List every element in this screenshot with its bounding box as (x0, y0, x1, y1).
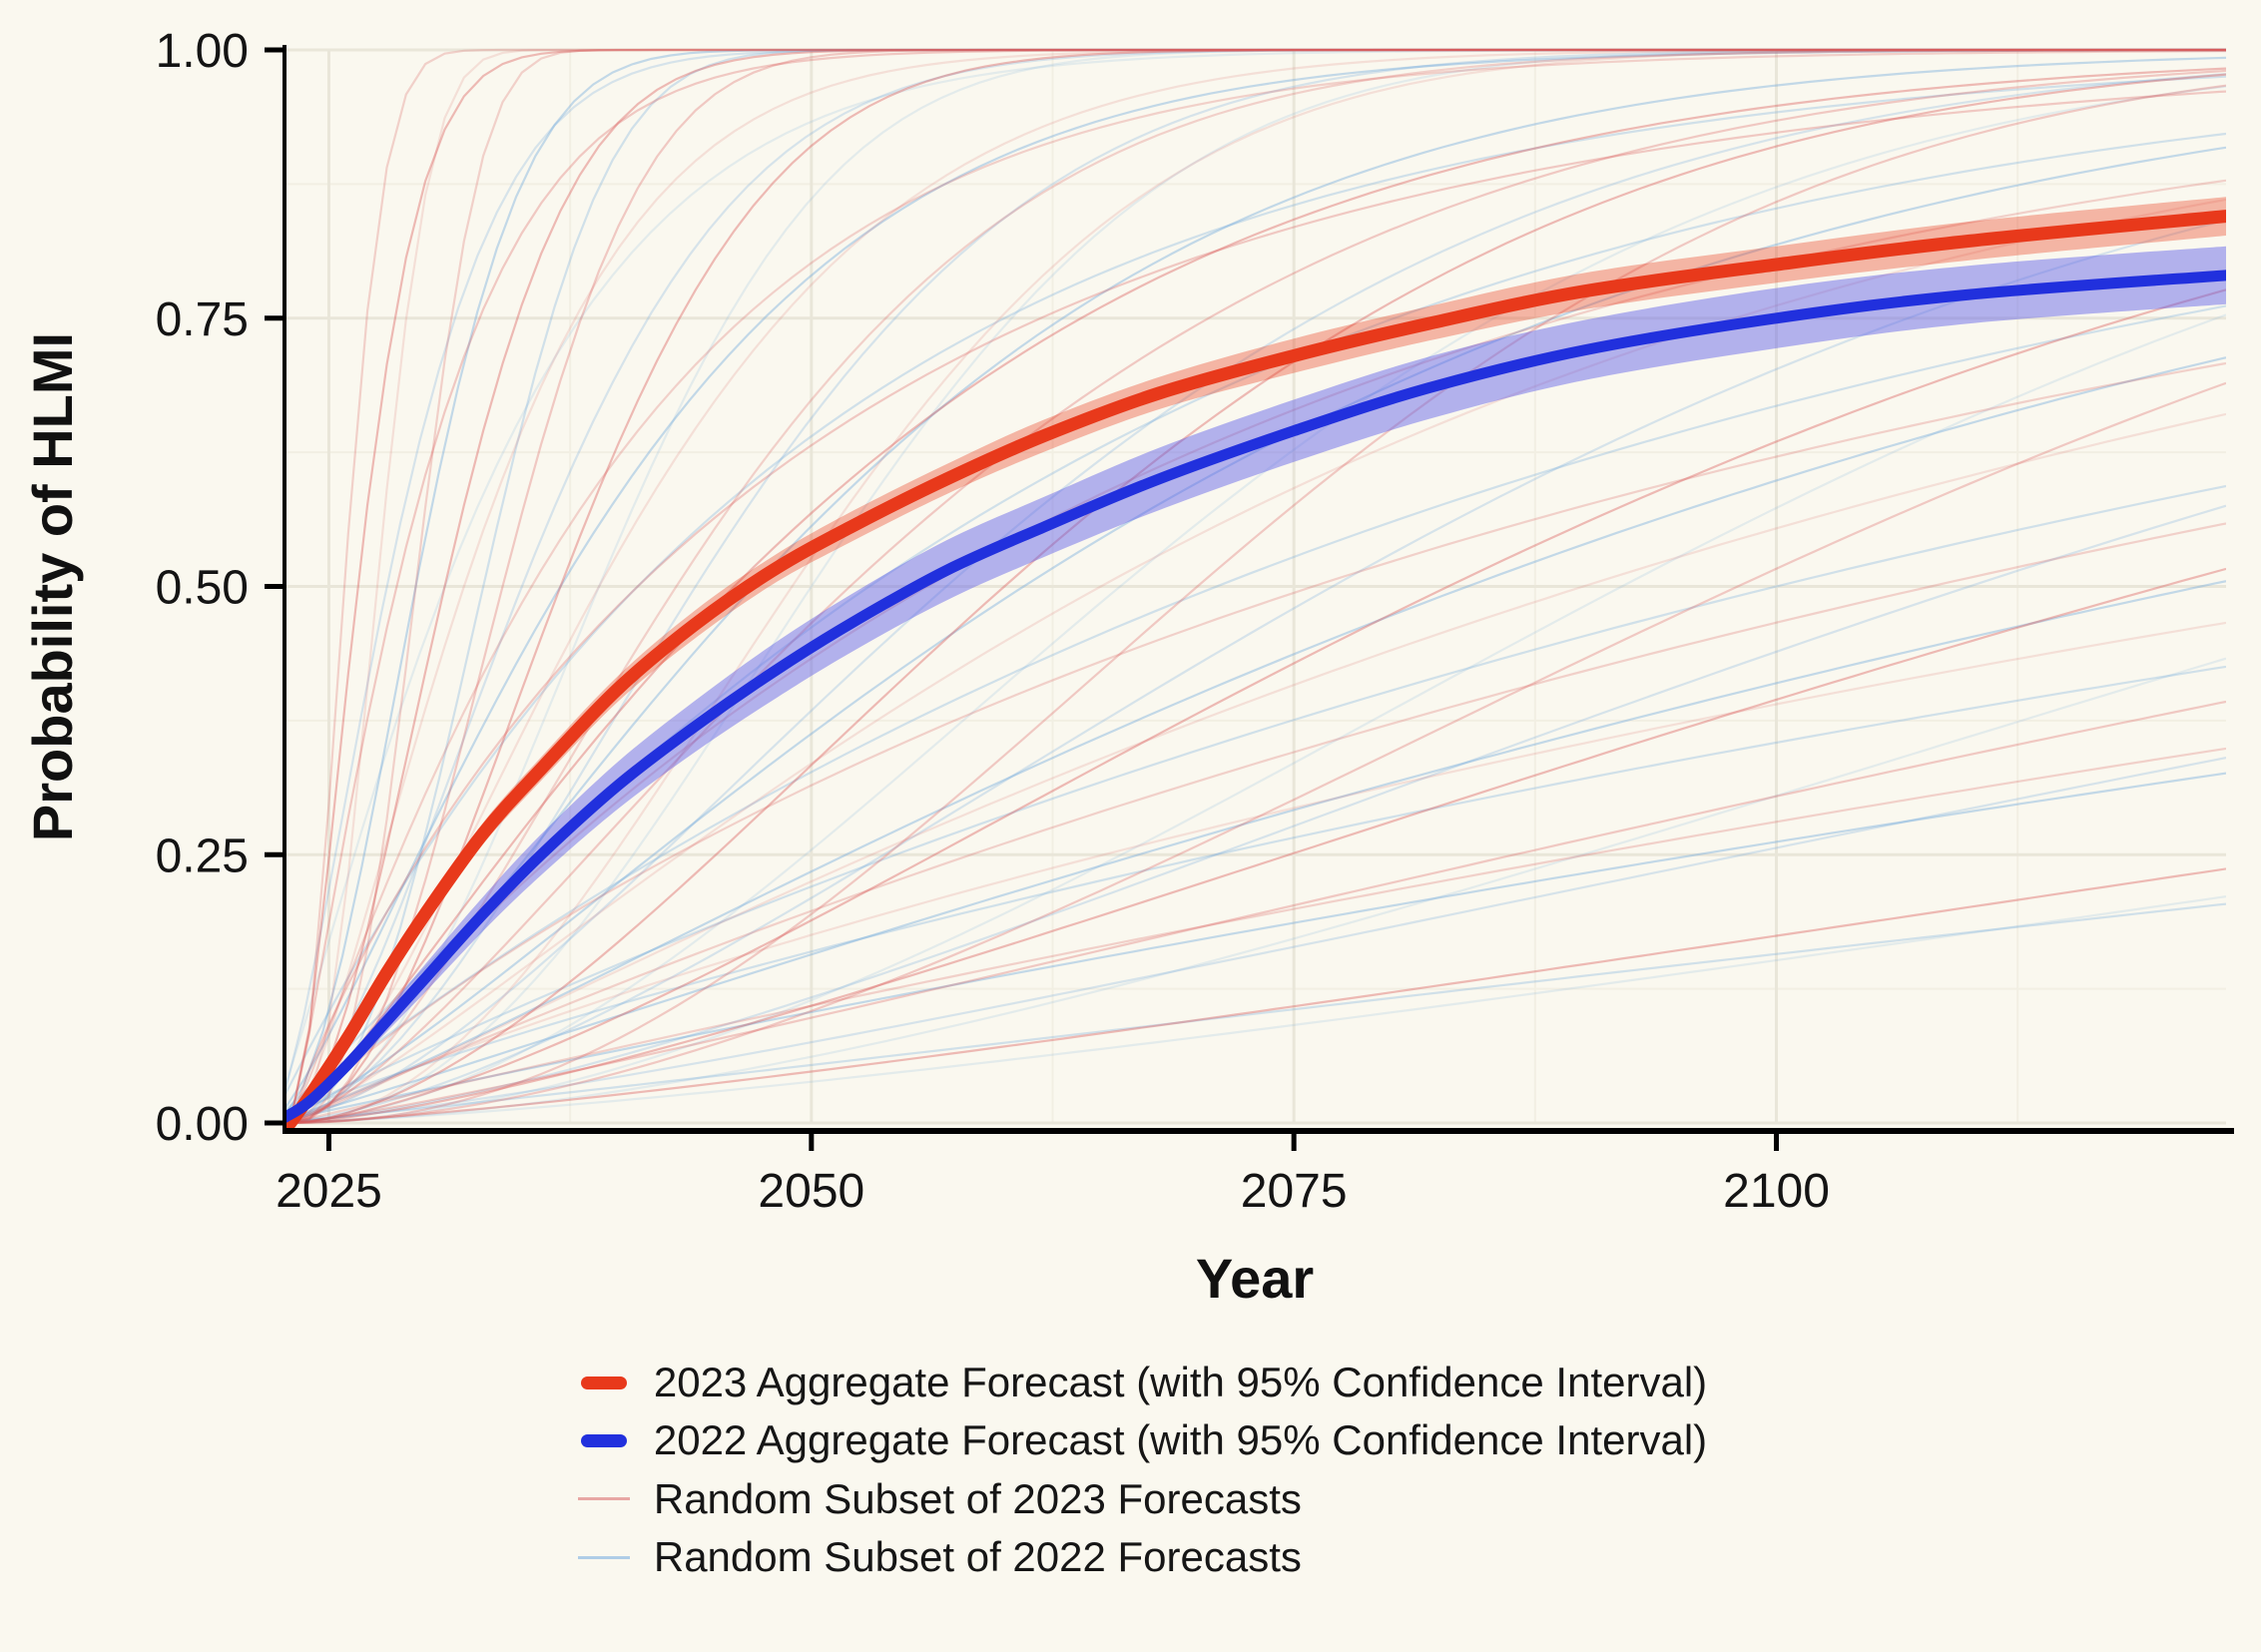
y-tick-label: 0.50 (156, 562, 249, 615)
chart-legend: 2023 Aggregate Forecast (with 95% Confid… (554, 1354, 1707, 1587)
legend-swatch-2022-subset (577, 1555, 630, 1559)
legend-swatch-cell (554, 1434, 654, 1448)
y-tick-label: 0.75 (156, 293, 249, 346)
legend-item-2022-aggregate: 2022 Aggregate Forecast (with 95% Confid… (554, 1411, 1707, 1469)
y-tick-label: 0.25 (156, 829, 249, 882)
legend-item-2023-aggregate: 2023 Aggregate Forecast (with 95% Confid… (554, 1354, 1707, 1411)
legend-label-2022-aggregate: 2022 Aggregate Forecast (with 95% Confid… (653, 1416, 1708, 1464)
legend-swatch-2023-subset (577, 1497, 630, 1501)
legend-swatch-cell (554, 1555, 654, 1559)
legend-label-2023-aggregate: 2023 Aggregate Forecast (with 95% Confid… (653, 1359, 1708, 1405)
x-tick-label: 2075 (1241, 1165, 1348, 1218)
x-tick-label: 2050 (758, 1165, 864, 1218)
gridlines (284, 48, 2226, 1125)
x-tick-label: 2100 (1723, 1165, 1830, 1218)
legend-swatch-cell (554, 1376, 654, 1389)
legend-swatch-2022-aggregate (580, 1434, 627, 1448)
legend-label-2023-subset: Random Subset of 2023 Forecasts (653, 1474, 1302, 1522)
legend-label-2022-subset: Random Subset of 2022 Forecasts (653, 1533, 1302, 1581)
legend-swatch-2023-aggregate (580, 1376, 627, 1389)
legend-swatch-cell (554, 1497, 654, 1501)
x-tick-label: 2025 (276, 1165, 382, 1218)
random-subset-curves (284, 48, 2226, 1125)
y-tick-label: 1.00 (156, 25, 249, 78)
aggregate-forecasts (284, 197, 2226, 1130)
legend-item-2023-subset: Random Subset of 2023 Forecasts (554, 1470, 1707, 1528)
y-tick-label: 0.00 (156, 1098, 249, 1151)
hlmi-forecast-chart: Year Probability of HLMI 2025 2050 2075 210… (21, 25, 2234, 1310)
legend-item-2022-subset: Random Subset of 2022 Forecasts (554, 1528, 1707, 1586)
y-axis-title: Probability of HLMI (21, 332, 84, 841)
x-axis-title: Year (1196, 1247, 1314, 1310)
axes: 2025 2050 2075 2100 0.00 0.25 0.50 0.75 1.00 (156, 25, 2234, 1218)
